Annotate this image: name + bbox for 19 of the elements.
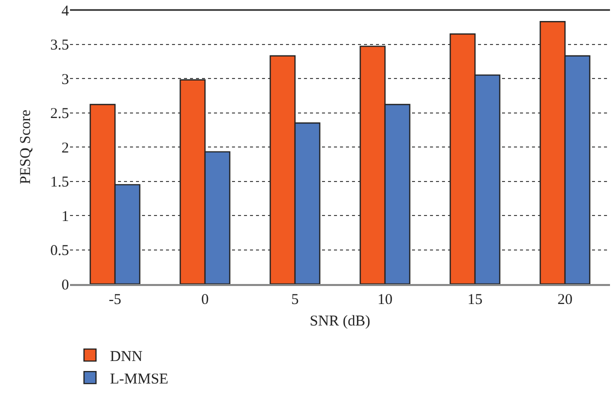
y-tick-label: 3.5 [50, 38, 69, 54]
x-tick-label: 5 [291, 292, 299, 308]
y-tick-label: 4 [62, 3, 70, 20]
y-tick-label: 2.5 [50, 106, 69, 122]
y-tick-label: 0 [62, 277, 69, 294]
x-tick-label: -5 [108, 292, 122, 308]
x-tick-label: 10 [378, 292, 392, 308]
y-tick-label: 1.5 [50, 174, 69, 190]
y-axis-title: PESQ Score [18, 109, 34, 184]
y-tick-label: 3 [62, 72, 69, 88]
x-tick-label: 0 [201, 292, 209, 308]
x-tick-label: 20 [558, 292, 572, 308]
legend-label: DNN [110, 348, 143, 365]
y-tick-label: 1 [62, 208, 69, 225]
y-tick-label: 0.5 [50, 243, 69, 259]
x-tick-label: 15 [468, 292, 482, 308]
legend-label: L-MMSE [110, 371, 168, 388]
y-tick-label: 2 [62, 140, 69, 156]
x-axis-title: SNR (dB) [310, 314, 370, 330]
